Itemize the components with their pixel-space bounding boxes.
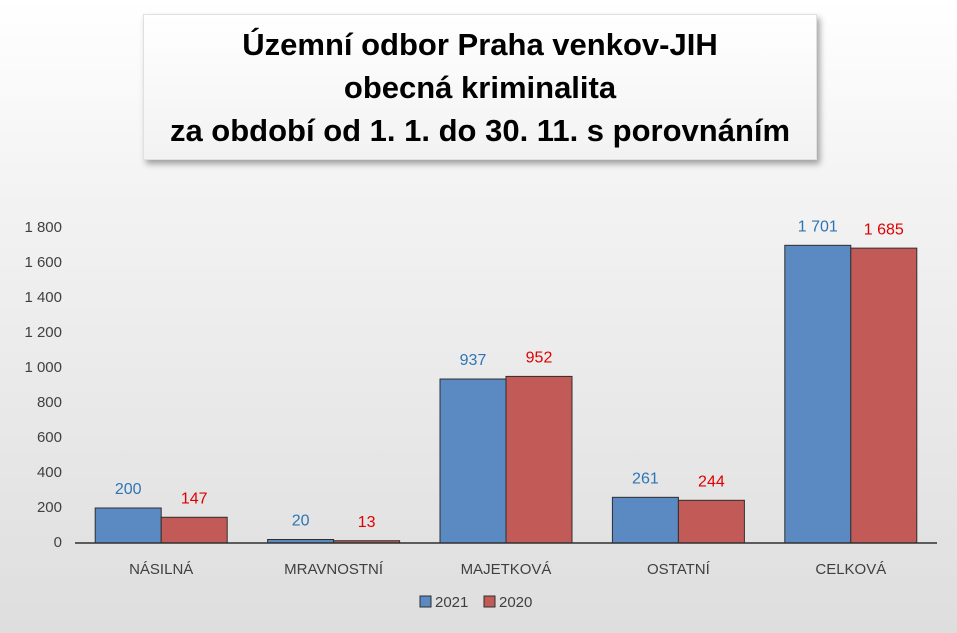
value-label: 937 [460,352,487,369]
y-tick-label: 1 600 [24,254,62,271]
value-label: 952 [526,350,553,367]
y-tick-label: 400 [37,464,62,481]
y-tick-label: 0 [54,534,62,551]
y-tick-label: 1 000 [24,359,62,376]
chart-title: za období od 1. 1. do 30. 11. s porovnán… [169,112,791,148]
legend-swatch [483,595,496,608]
bar [677,499,745,544]
y-tick-label: 800 [37,394,62,411]
value-label: 147 [181,490,208,507]
x-tick-label: MAJETKOVÁ [461,561,552,578]
chart-title: obecná kriminalita [343,69,617,105]
y-tick-label: 1 800 [24,219,62,236]
x-tick-label: CELKOVÁ [815,561,886,578]
x-tick-label: NÁSILNÁ [129,561,193,578]
chart-title: Územní odbor Praha venkov-JIH [242,26,718,62]
bar [94,507,162,544]
x-tick-label: MRAVNOSTNÍ [284,561,384,578]
legend-swatch [419,595,432,608]
value-label: 244 [698,474,725,491]
legend-label: 2020 [499,594,532,611]
y-tick-label: 600 [37,429,62,446]
bar [850,247,918,544]
value-label: 1 685 [864,221,904,238]
y-tick-label: 1 200 [24,324,62,341]
value-label: 261 [632,471,659,488]
bar [505,375,573,544]
bar [439,378,507,544]
bar [784,244,852,544]
value-label: 13 [358,514,376,531]
value-label: 20 [292,513,310,530]
value-label: 1 701 [798,219,838,236]
value-label: 200 [115,481,142,498]
y-tick-label: 1 400 [24,289,62,306]
bar [160,516,228,544]
bar [611,496,679,544]
title-box: Územní odbor Praha venkov-JIH obecná kri… [143,14,817,160]
legend-label: 2021 [435,594,468,611]
y-tick-label: 200 [37,499,62,516]
x-tick-label: OSTATNÍ [647,561,711,578]
